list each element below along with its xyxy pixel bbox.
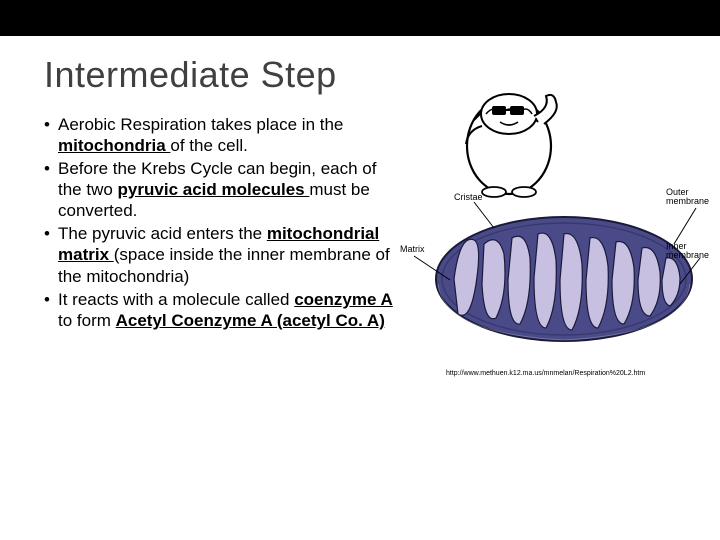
mitochondria-cartoon-icon [444,68,574,198]
bullet-1-post: of the cell. [170,136,248,155]
bullet-3: The pyruvic acid enters the mitochondria… [44,223,404,286]
bullet-4: It reacts with a molecule called coenzym… [44,289,404,331]
bullet-list: Aerobic Respiration takes place in the m… [44,114,404,333]
bullet-1-key: mitochondria [58,136,170,155]
bullet-4-mid: to form [58,311,116,330]
bullet-2: Before the Krebs Cycle can begin, each o… [44,158,404,221]
label-matrix: Matrix [400,244,425,254]
label-inner-membrane: Inner membrane [666,242,708,261]
body-row: Aerobic Respiration takes place in the m… [44,114,692,534]
label-cristae: Cristae [454,192,483,202]
top-black-bar [0,0,720,36]
mitochondria-diagram-icon [404,184,704,354]
image-citation: http://www.methuen.k12.ma.us/mnmelan/Res… [446,370,645,377]
slide-title: Intermediate Step [44,54,692,96]
bullet-4-pre: It reacts with a molecule called [58,290,294,309]
slide-content: Intermediate Step Aerobic Respiration ta… [0,36,720,534]
bullet-3-pre: The pyruvic acid enters the [58,224,267,243]
right-column: Cristae Matrix Outer membrane Inner memb… [404,114,692,534]
bullet-1: Aerobic Respiration takes place in the m… [44,114,404,156]
bullet-4-key2: Acetyl Coenzyme A (acetyl Co. A) [116,311,385,330]
bullet-1-pre: Aerobic Respiration takes place in the [58,115,343,134]
label-outer-membrane: Outer membrane [666,188,708,207]
bullet-4-key: coenzyme A [294,290,393,309]
bullet-2-key: pyruvic acid molecules [118,180,310,199]
